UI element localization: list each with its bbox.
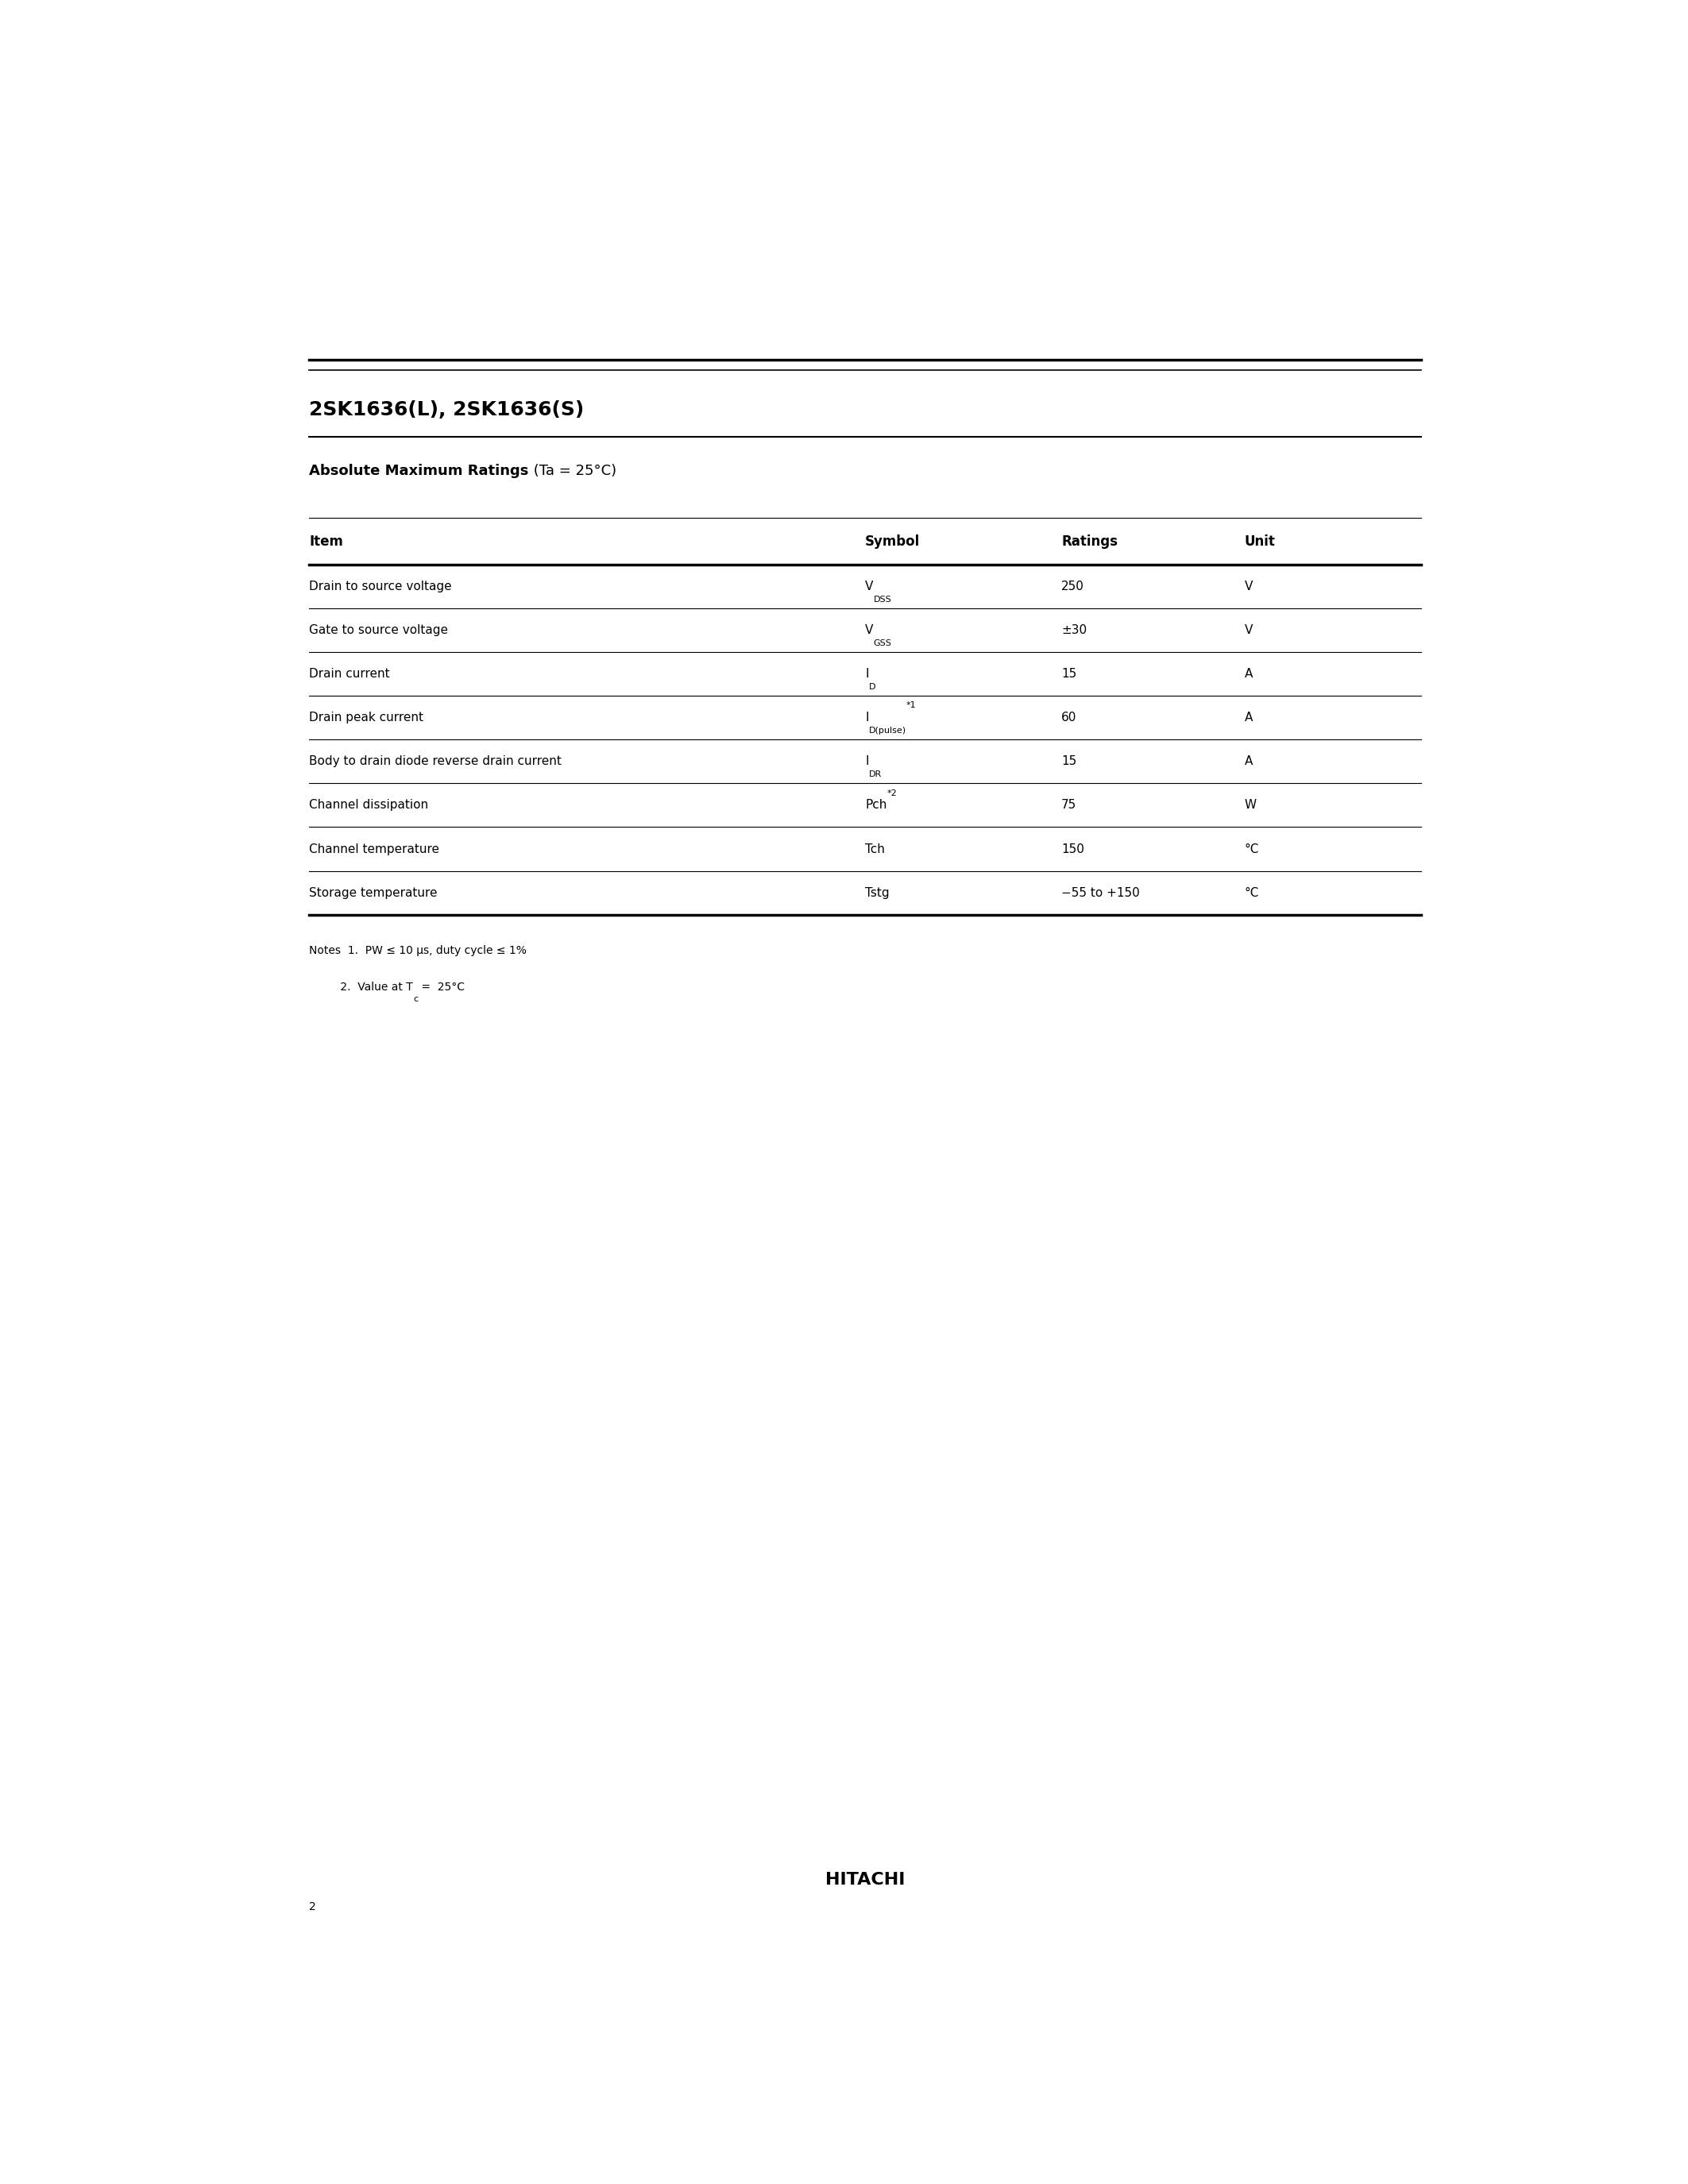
Text: 2SK1636(L), 2SK1636(S): 2SK1636(L), 2SK1636(S)	[309, 400, 584, 419]
Text: Body to drain diode reverse drain current: Body to drain diode reverse drain curren…	[309, 756, 562, 767]
Text: Pch: Pch	[866, 799, 886, 810]
Text: 15: 15	[1062, 756, 1077, 767]
Text: V: V	[1244, 581, 1252, 592]
Text: A: A	[1244, 712, 1252, 723]
Text: A: A	[1244, 668, 1252, 679]
Text: I: I	[866, 668, 869, 679]
Text: Channel dissipation: Channel dissipation	[309, 799, 429, 810]
Text: V: V	[866, 625, 873, 636]
Text: Symbol: Symbol	[866, 535, 920, 548]
Text: ±30: ±30	[1062, 625, 1087, 636]
Text: HITACHI: HITACHI	[825, 1872, 905, 1887]
Text: Notes  1.  PW ≤ 10 μs, duty cycle ≤ 1%: Notes 1. PW ≤ 10 μs, duty cycle ≤ 1%	[309, 946, 527, 957]
Text: Item: Item	[309, 535, 343, 548]
Text: DR: DR	[869, 771, 881, 780]
Text: A: A	[1244, 756, 1252, 767]
Text: 2.  Value at T: 2. Value at T	[309, 983, 414, 994]
Text: =  25°C: = 25°C	[419, 983, 464, 994]
Text: °C: °C	[1244, 887, 1259, 898]
Text: Storage temperature: Storage temperature	[309, 887, 437, 898]
Text: Gate to source voltage: Gate to source voltage	[309, 625, 447, 636]
Text: 15: 15	[1062, 668, 1077, 679]
Text: °C: °C	[1244, 843, 1259, 854]
Text: V: V	[866, 581, 873, 592]
Text: (Ta = 25°C): (Ta = 25°C)	[528, 463, 616, 478]
Text: I: I	[866, 712, 869, 723]
Text: *1: *1	[906, 701, 917, 710]
Text: *2: *2	[886, 788, 896, 797]
Text: Drain to source voltage: Drain to source voltage	[309, 581, 452, 592]
Text: Unit: Unit	[1244, 535, 1276, 548]
Text: Tch: Tch	[866, 843, 885, 854]
Text: Absolute Maximum Ratings: Absolute Maximum Ratings	[309, 463, 528, 478]
Text: c: c	[414, 996, 419, 1002]
Text: I: I	[866, 756, 869, 767]
Text: Drain peak current: Drain peak current	[309, 712, 424, 723]
Text: 60: 60	[1062, 712, 1077, 723]
Text: 2: 2	[309, 1902, 316, 1913]
Text: −55 to +150: −55 to +150	[1062, 887, 1139, 898]
Text: Tstg: Tstg	[866, 887, 890, 898]
Text: 75: 75	[1062, 799, 1077, 810]
Text: V: V	[1244, 625, 1252, 636]
Text: Channel temperature: Channel temperature	[309, 843, 439, 854]
Text: D: D	[869, 684, 876, 690]
Text: D(pulse): D(pulse)	[869, 727, 906, 734]
Text: Drain current: Drain current	[309, 668, 390, 679]
Text: Ratings: Ratings	[1062, 535, 1117, 548]
Text: W: W	[1244, 799, 1256, 810]
Text: 150: 150	[1062, 843, 1084, 854]
Text: c: c	[414, 996, 419, 1002]
Text: GSS: GSS	[873, 640, 891, 646]
Text: DSS: DSS	[873, 596, 891, 603]
Text: 250: 250	[1062, 581, 1084, 592]
